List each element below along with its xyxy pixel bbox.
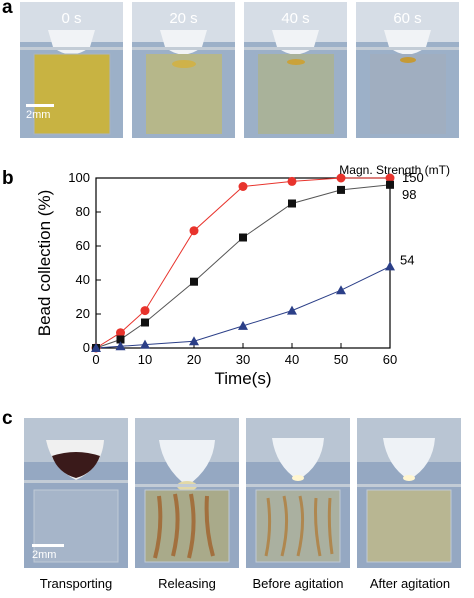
data-point <box>287 305 297 315</box>
scale-bar-label: 2mm <box>26 109 51 121</box>
y-tick-label: 60 <box>76 238 90 253</box>
data-point <box>140 306 150 316</box>
data-point <box>189 336 199 346</box>
photo-20s: 20 s <box>132 2 235 138</box>
y-tick-label: 20 <box>76 306 90 321</box>
legend-title: Magn. Strength (mT) <box>339 163 450 177</box>
scale-bar-label: 2mm <box>32 549 57 561</box>
droplet-image <box>132 2 235 138</box>
series-line-98 <box>95 184 391 349</box>
scale-bar: 2mm <box>26 104 54 121</box>
y-tick-label: 100 <box>68 170 90 185</box>
data-point <box>287 176 297 186</box>
photo-transporting: 2mm <box>24 418 128 568</box>
series-line-54 <box>95 265 391 349</box>
x-tick-label: 40 <box>285 352 299 367</box>
scale-bar-line <box>32 544 64 547</box>
caption-before-agitation: Before agitation <box>252 576 344 591</box>
x-tick-label: 60 <box>383 352 397 367</box>
y-axis-label: Bead collection (%) <box>35 190 54 336</box>
bead-collection-chart: 0 10 20 30 40 50 60 0 20 40 60 80 100 Time(s) Bead col… <box>35 163 450 388</box>
caption-releasing: Releasing <box>158 576 216 591</box>
x-tick-label: 50 <box>334 352 348 367</box>
droplet-image <box>135 418 239 568</box>
data-point <box>385 261 395 271</box>
y-tick-label: 80 <box>76 204 90 219</box>
data-point <box>288 199 296 208</box>
time-label: 0 s <box>61 10 82 27</box>
data-point <box>190 277 198 286</box>
droplet-image <box>357 418 461 568</box>
panel-letter-a: a <box>2 0 13 18</box>
y-tick-label: 40 <box>76 272 90 287</box>
data-point <box>238 182 248 191</box>
data-point <box>140 339 150 349</box>
series-label-54: 54 <box>400 252 414 267</box>
time-label: 40 s <box>281 10 310 27</box>
photo-before-agitation <box>246 418 350 568</box>
caption-after-agitation: After agitation <box>369 576 451 591</box>
y-tick-label: 0 <box>83 340 90 355</box>
x-tick-label: 0 <box>92 352 99 367</box>
scale-bar-line <box>26 104 54 107</box>
data-point <box>239 233 247 242</box>
photo-60s: 60 s <box>356 2 459 138</box>
photo-40s: 40 s <box>244 2 347 138</box>
data-point <box>141 318 149 327</box>
data-point <box>189 226 199 236</box>
data-point <box>238 320 248 330</box>
data-point <box>336 173 346 183</box>
series-line-150 <box>95 177 390 349</box>
data-point <box>337 185 345 194</box>
series-label-98: 98 <box>402 187 416 202</box>
data-point <box>386 180 394 189</box>
droplet-image <box>356 2 459 138</box>
series-label-150: 150 <box>402 170 424 185</box>
droplet-image <box>24 418 128 568</box>
droplet-image <box>244 2 347 138</box>
scale-bar: 2mm <box>32 544 64 561</box>
x-tick-label: 30 <box>236 352 250 367</box>
data-point <box>116 328 125 338</box>
photo-after-agitation <box>357 418 461 568</box>
x-axis-label: Time(s) <box>215 369 272 388</box>
time-label: 20 s <box>169 10 198 27</box>
panel-letter-b: b <box>2 168 14 189</box>
data-point <box>91 343 101 352</box>
data-point <box>115 341 126 351</box>
x-tick-label: 10 <box>138 352 152 367</box>
droplet-image <box>246 418 350 568</box>
data-point <box>336 285 346 295</box>
data-point <box>116 335 125 344</box>
caption-transporting: Transporting <box>39 576 113 591</box>
time-label: 60 s <box>393 10 422 27</box>
droplet-image <box>20 2 123 138</box>
panel-letter-c: c <box>2 408 13 429</box>
x-tick-label: 20 <box>187 352 201 367</box>
photo-0s: 0 s 2mm <box>20 2 123 138</box>
data-point <box>385 173 395 183</box>
photo-releasing <box>135 418 239 568</box>
